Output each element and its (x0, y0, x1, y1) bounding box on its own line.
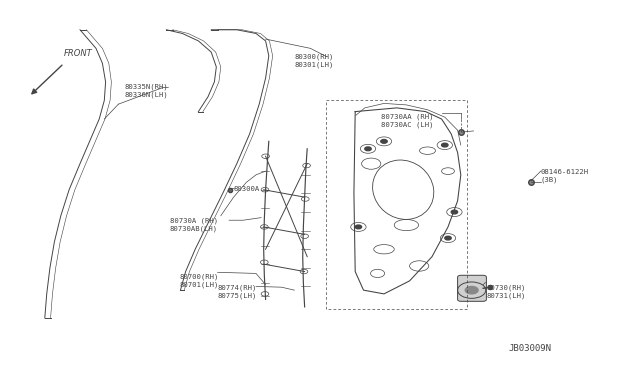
Text: 80300(RH)
80301(LH): 80300(RH) 80301(LH) (294, 54, 334, 68)
Text: FRONT: FRONT (64, 49, 93, 58)
Text: 80774(RH)
80775(LH): 80774(RH) 80775(LH) (218, 285, 257, 299)
Text: JB03009N: JB03009N (509, 344, 552, 353)
Circle shape (381, 140, 387, 143)
Text: 80700(RH)
80701(LH): 80700(RH) 80701(LH) (179, 273, 219, 288)
Circle shape (365, 147, 371, 151)
Text: 80730AA (RH)
80730AC (LH): 80730AA (RH) 80730AC (LH) (381, 113, 433, 128)
Circle shape (355, 225, 362, 229)
Circle shape (465, 286, 478, 294)
Circle shape (451, 210, 458, 214)
Text: 80335N(RH)
80336N(LH): 80335N(RH) 80336N(LH) (125, 84, 168, 98)
Text: 08146-6122H
(3B): 08146-6122H (3B) (541, 169, 589, 183)
Text: 80730(RH)
80731(LH): 80730(RH) 80731(LH) (486, 285, 526, 299)
FancyBboxPatch shape (458, 275, 486, 301)
Circle shape (442, 143, 448, 147)
Circle shape (445, 236, 451, 240)
Text: 80300A: 80300A (234, 186, 260, 192)
Text: 80730A (RH)
80730AB(LH): 80730A (RH) 80730AB(LH) (170, 218, 218, 232)
